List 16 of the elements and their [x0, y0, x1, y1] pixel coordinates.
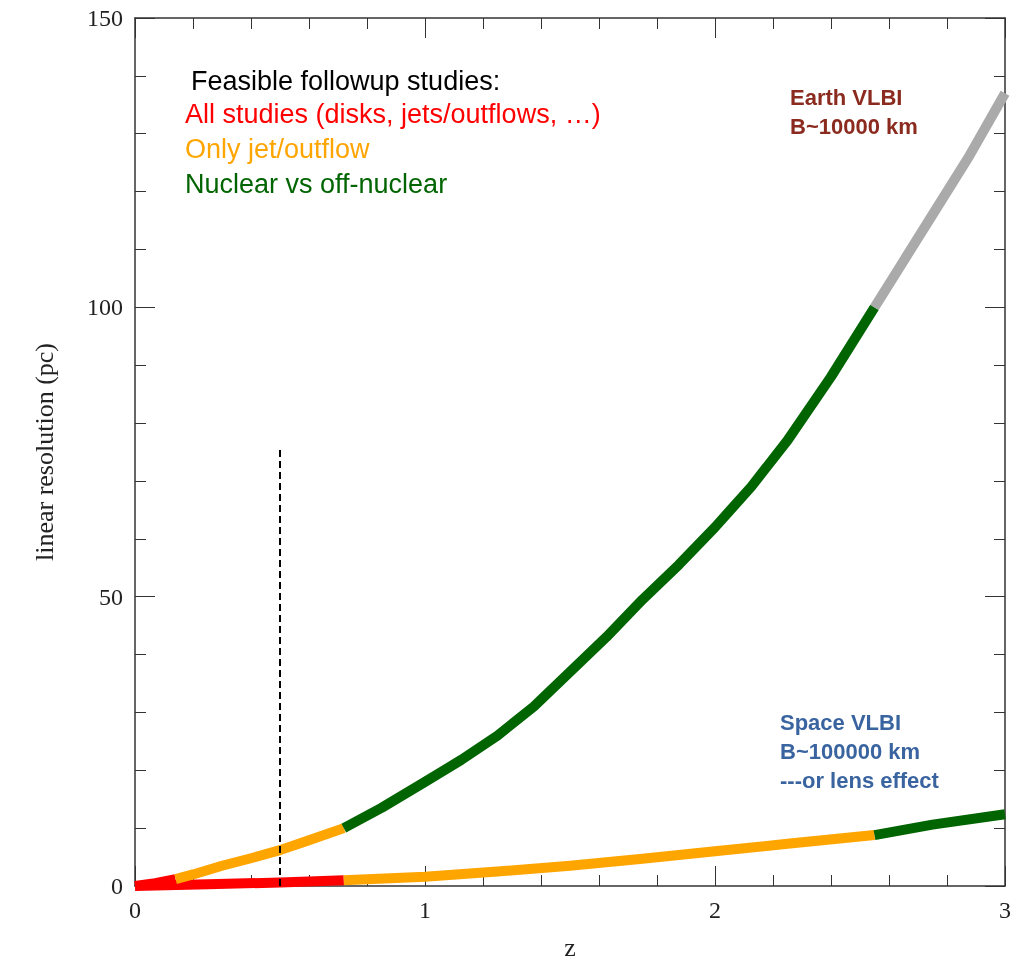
- annotation: Space VLBI B~100000 km ---or lens effect: [780, 710, 940, 793]
- text: Nuclear vs off-nuclear: [185, 168, 448, 199]
- annotation: Earth VLBI B~10000 km: [790, 85, 918, 139]
- text: Only jet/outflow: [185, 133, 371, 164]
- x-tick-label: 3: [999, 897, 1011, 923]
- y-tick-label: 100: [87, 294, 123, 321]
- x-tick-label: 1: [419, 897, 431, 923]
- y-tick-label: 0: [111, 873, 123, 899]
- y-tick-label: 50: [99, 583, 123, 610]
- legend-title: Feasible followup studies:: [191, 65, 501, 96]
- x-tick-label: 2: [709, 897, 721, 923]
- text: All studies (disks, jets/outflows, …): [185, 98, 601, 129]
- y-axis-title: linear resolution (pc): [29, 342, 59, 562]
- x-tick-label: 0: [129, 897, 141, 923]
- y-tick-label: 150: [87, 5, 123, 31]
- x-axis-title: z: [564, 932, 576, 962]
